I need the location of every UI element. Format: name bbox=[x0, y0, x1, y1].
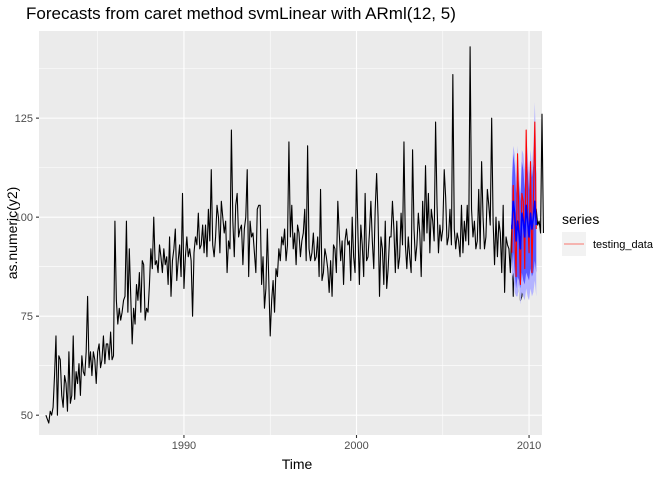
series-layer bbox=[45, 46, 544, 424]
legend-title: series bbox=[562, 211, 599, 227]
history-series-line bbox=[45, 46, 544, 424]
y-axis-title: as.numeric(y2) bbox=[4, 187, 20, 280]
y-tick-label: 75 bbox=[21, 311, 33, 323]
chart-title: Forecasts from caret method svmLinear wi… bbox=[26, 4, 456, 23]
y-tick-label: 50 bbox=[21, 410, 33, 422]
y-tick-label: 100 bbox=[15, 212, 33, 224]
x-tick-label: 2000 bbox=[344, 440, 368, 452]
x-tick-label: 2010 bbox=[517, 440, 541, 452]
y-tick-label: 125 bbox=[15, 113, 33, 125]
point-forecast-line bbox=[511, 200, 538, 250]
legend-label-testing-data: testing_data bbox=[593, 239, 654, 251]
legend: series testing_data bbox=[562, 211, 654, 256]
x-tick-label: 1990 bbox=[172, 440, 196, 452]
x-axis-title: Time bbox=[282, 456, 313, 472]
axes: 50 75 100 125 1990 2000 2010 bbox=[15, 113, 542, 452]
